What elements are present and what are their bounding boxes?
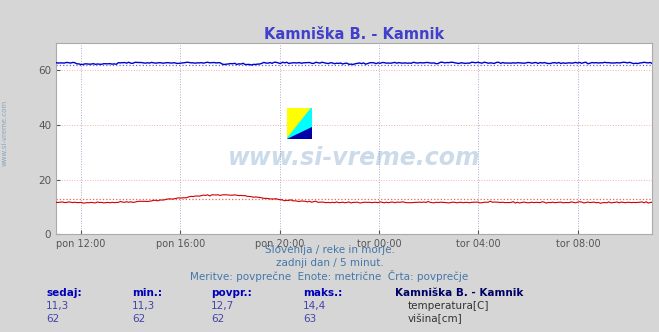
- Text: povpr.:: povpr.:: [211, 288, 252, 298]
- Text: 11,3: 11,3: [132, 301, 155, 311]
- Text: 62: 62: [211, 314, 224, 324]
- Text: maks.:: maks.:: [303, 288, 343, 298]
- Text: Slovenija / reke in morje.: Slovenija / reke in morje.: [264, 245, 395, 255]
- Polygon shape: [287, 127, 312, 139]
- Text: temperatura[C]: temperatura[C]: [407, 301, 489, 311]
- Polygon shape: [287, 108, 312, 139]
- Text: www.si-vreme.com: www.si-vreme.com: [1, 100, 8, 166]
- Text: www.si-vreme.com: www.si-vreme.com: [228, 146, 480, 170]
- Text: 62: 62: [46, 314, 59, 324]
- Text: Kamniška B. - Kamnik: Kamniška B. - Kamnik: [395, 288, 524, 298]
- Text: sedaj:: sedaj:: [46, 288, 82, 298]
- Text: višina[cm]: višina[cm]: [407, 314, 462, 324]
- Text: 12,7: 12,7: [211, 301, 234, 311]
- Text: 14,4: 14,4: [303, 301, 326, 311]
- Text: 11,3: 11,3: [46, 301, 69, 311]
- Title: Kamniška B. - Kamnik: Kamniška B. - Kamnik: [264, 27, 444, 42]
- Polygon shape: [287, 108, 312, 139]
- Text: Meritve: povprečne  Enote: metrične  Črta: povprečje: Meritve: povprečne Enote: metrične Črta:…: [190, 270, 469, 282]
- Text: min.:: min.:: [132, 288, 162, 298]
- Text: 63: 63: [303, 314, 316, 324]
- Text: 62: 62: [132, 314, 145, 324]
- Text: zadnji dan / 5 minut.: zadnji dan / 5 minut.: [275, 258, 384, 268]
